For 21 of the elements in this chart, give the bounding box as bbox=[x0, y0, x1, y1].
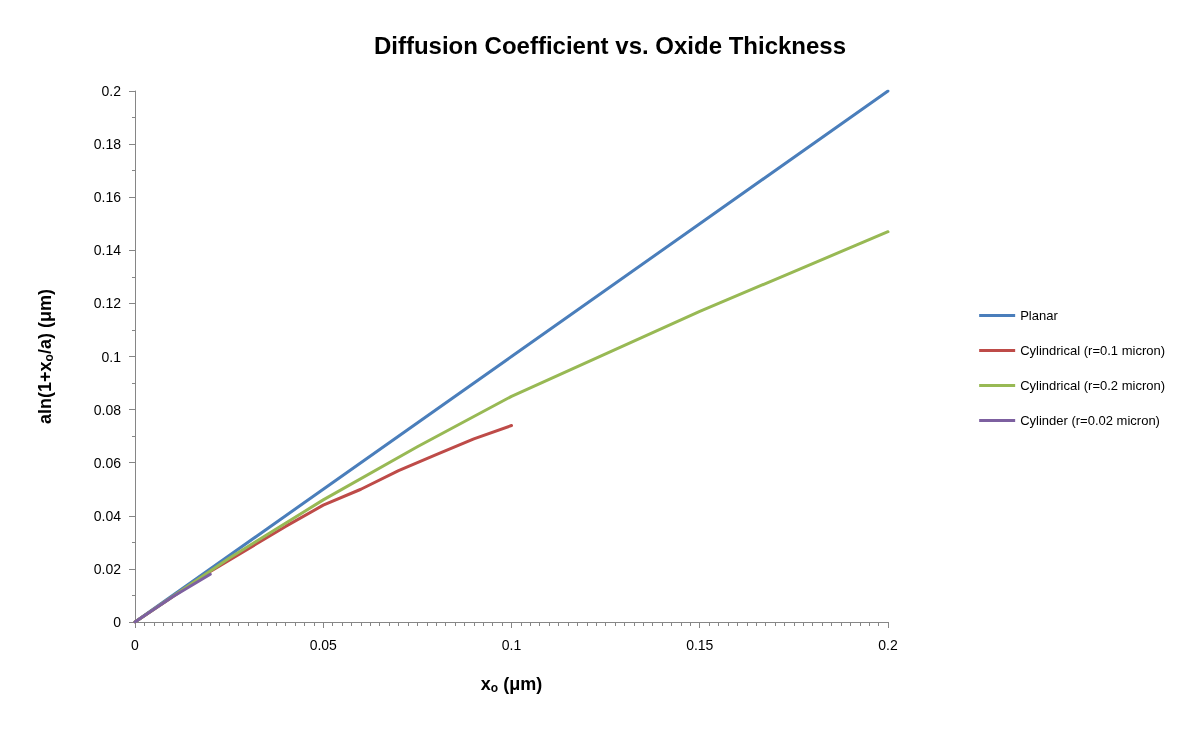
legend-label: Cylinder (r=0.02 micron) bbox=[1020, 413, 1160, 428]
y-tick-label: 0.2 bbox=[101, 83, 122, 99]
legend-label: Planar bbox=[1020, 308, 1059, 323]
x-tick-label: 0.15 bbox=[686, 637, 714, 653]
legend-label: Cylindrical (r=0.1 micron) bbox=[1020, 343, 1165, 358]
y-tick-label: 0.06 bbox=[93, 454, 122, 471]
y-tick-label: 0.16 bbox=[93, 189, 122, 206]
y-tick-label: 0.1 bbox=[101, 348, 122, 365]
legend-label: Cylindrical (r=0.2 micron) bbox=[1020, 378, 1165, 393]
x-tick-label: 0.1 bbox=[501, 637, 522, 653]
chart-title: Diffusion Coefficient vs. Oxide Thickness bbox=[373, 31, 847, 59]
x-tick-label: 0 bbox=[131, 637, 140, 653]
y-tick-label: 0 bbox=[113, 614, 122, 630]
y-tick-label: 0.08 bbox=[93, 401, 122, 418]
y-tick-label: 0.12 bbox=[93, 295, 122, 312]
x-tick-label: 0.2 bbox=[878, 637, 898, 653]
x-tick-label: 0.05 bbox=[309, 637, 338, 653]
y-tick-label: 0.04 bbox=[93, 507, 122, 524]
y-tick-label: 0.18 bbox=[93, 136, 122, 153]
y-tick-label: 0.14 bbox=[93, 242, 122, 259]
y-tick-label: 0.02 bbox=[93, 560, 122, 577]
